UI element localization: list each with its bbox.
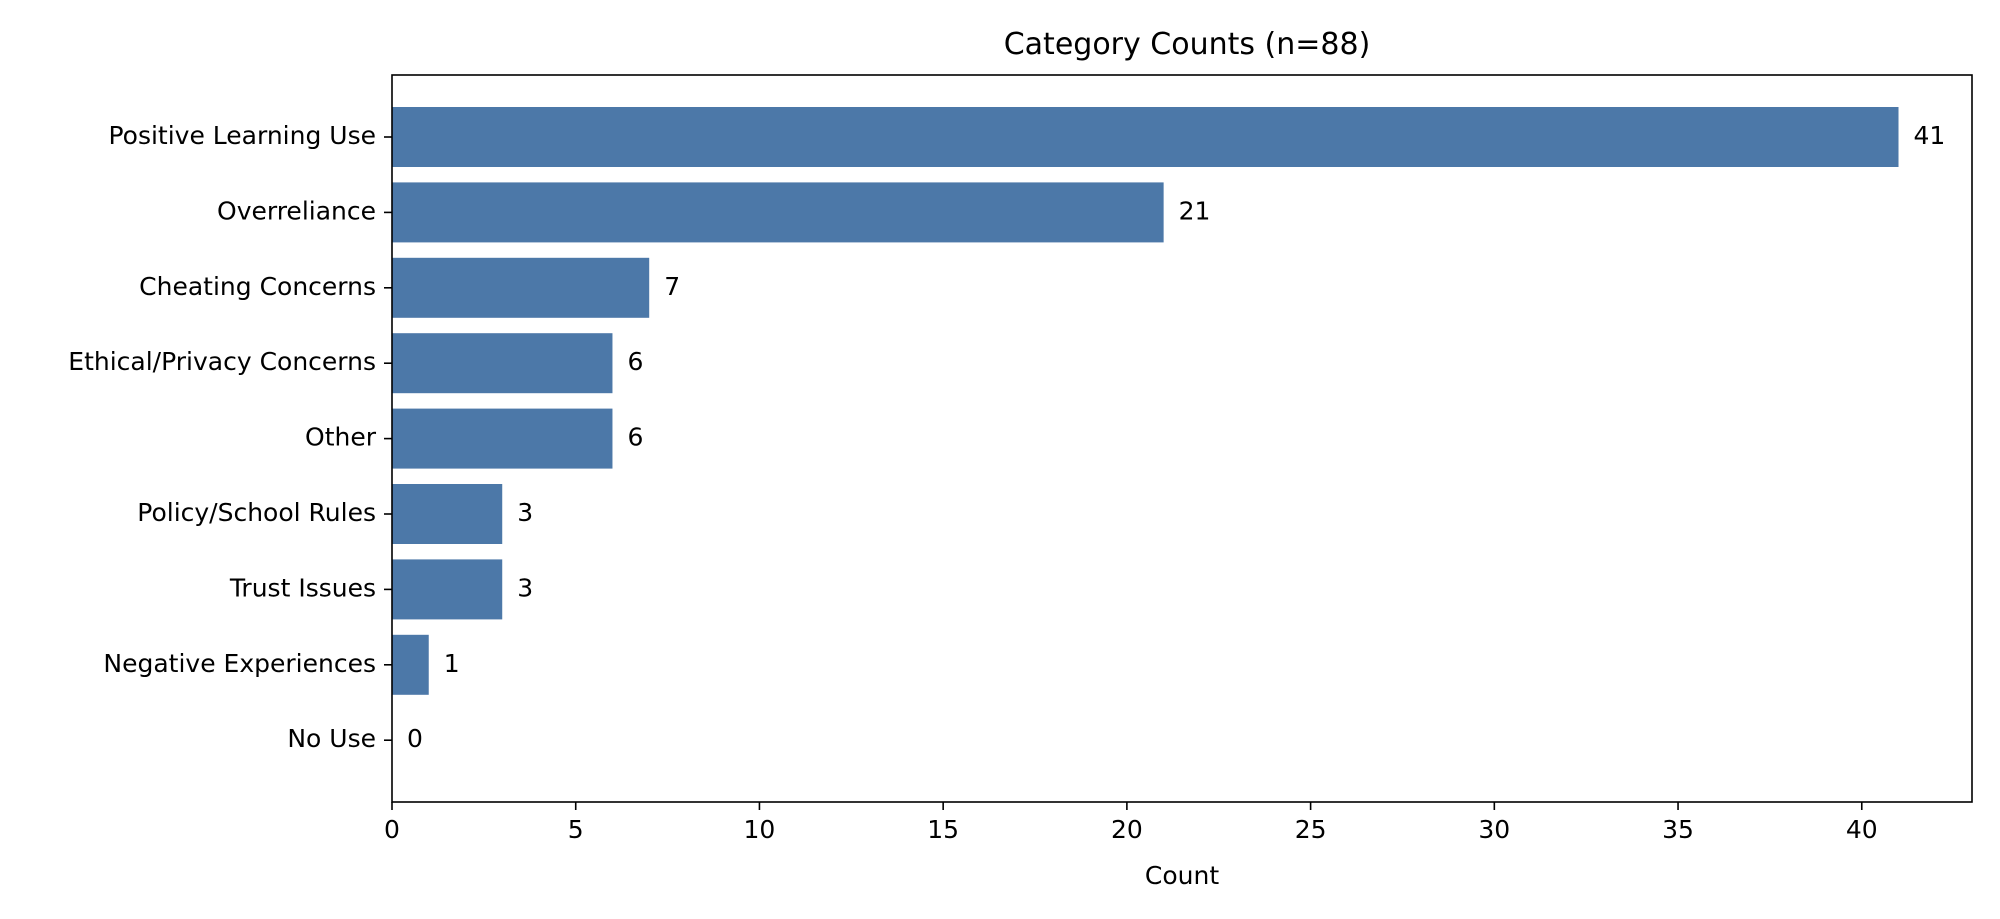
data-label-ethical-privacy-concerns: 6 xyxy=(627,347,643,376)
bar-other xyxy=(392,408,613,469)
x-tick-label-10: 10 xyxy=(744,815,776,844)
bar-trust-issues xyxy=(392,559,503,620)
x-tick-label-40: 40 xyxy=(1846,815,1878,844)
bar-overreliance xyxy=(392,182,1164,243)
x-axis: 0 5 10 15 20 25 30 35 40 xyxy=(384,802,1878,844)
x-tick-label-0: 0 xyxy=(384,815,400,844)
y-tick-label-other: Other xyxy=(305,423,377,452)
y-tick-label-overreliance: Overreliance xyxy=(217,196,376,225)
x-tick-label-20: 20 xyxy=(1111,815,1143,844)
data-label-no-use: 0 xyxy=(407,724,423,753)
plot-frame xyxy=(391,74,1973,803)
y-tick-label-no-use: No Use xyxy=(287,724,376,753)
x-tick-label-15: 15 xyxy=(927,815,959,844)
data-label-positive-learning-use: 41 xyxy=(1914,121,1946,150)
y-tick-label-ethical-privacy-concerns: Ethical/Privacy Concerns xyxy=(68,347,376,376)
x-tick-label-25: 25 xyxy=(1295,815,1327,844)
x-tick-label-35: 35 xyxy=(1662,815,1694,844)
bars-layer xyxy=(392,107,1899,695)
bar-ethical-privacy-concerns xyxy=(392,333,613,394)
y-axis: Positive Learning Use Overreliance Cheatin… xyxy=(68,121,392,753)
data-labels-layer: 41 21 7 6 6 3 3 1 0 xyxy=(407,121,1945,753)
y-tick-label-policy-school-rules: Policy/School Rules xyxy=(137,498,376,527)
bar-cheating-concerns xyxy=(392,257,650,318)
bar-policy-school-rules xyxy=(392,484,503,544)
bar-negative-experiences xyxy=(392,634,429,695)
y-tick-label-trust-issues: Trust Issues xyxy=(229,573,376,602)
y-tick-label-positive-learning-use: Positive Learning Use xyxy=(108,121,376,150)
y-tick-label-cheating-concerns: Cheating Concerns xyxy=(139,272,376,301)
x-tick-label-30: 30 xyxy=(1478,815,1510,844)
data-label-overreliance: 21 xyxy=(1179,196,1211,225)
chart-title: Category Counts (n=88) xyxy=(1004,27,1371,62)
data-label-trust-issues: 3 xyxy=(517,573,533,602)
data-label-other: 6 xyxy=(627,423,643,452)
bar-positive-learning-use xyxy=(392,107,1899,167)
data-label-negative-experiences: 1 xyxy=(444,649,460,678)
x-axis-label: Count xyxy=(1145,861,1219,890)
data-label-policy-school-rules: 3 xyxy=(517,498,533,527)
y-tick-label-negative-experiences: Negative Experiences xyxy=(103,649,376,678)
data-label-cheating-concerns: 7 xyxy=(664,272,680,301)
x-tick-label-5: 5 xyxy=(568,815,584,844)
